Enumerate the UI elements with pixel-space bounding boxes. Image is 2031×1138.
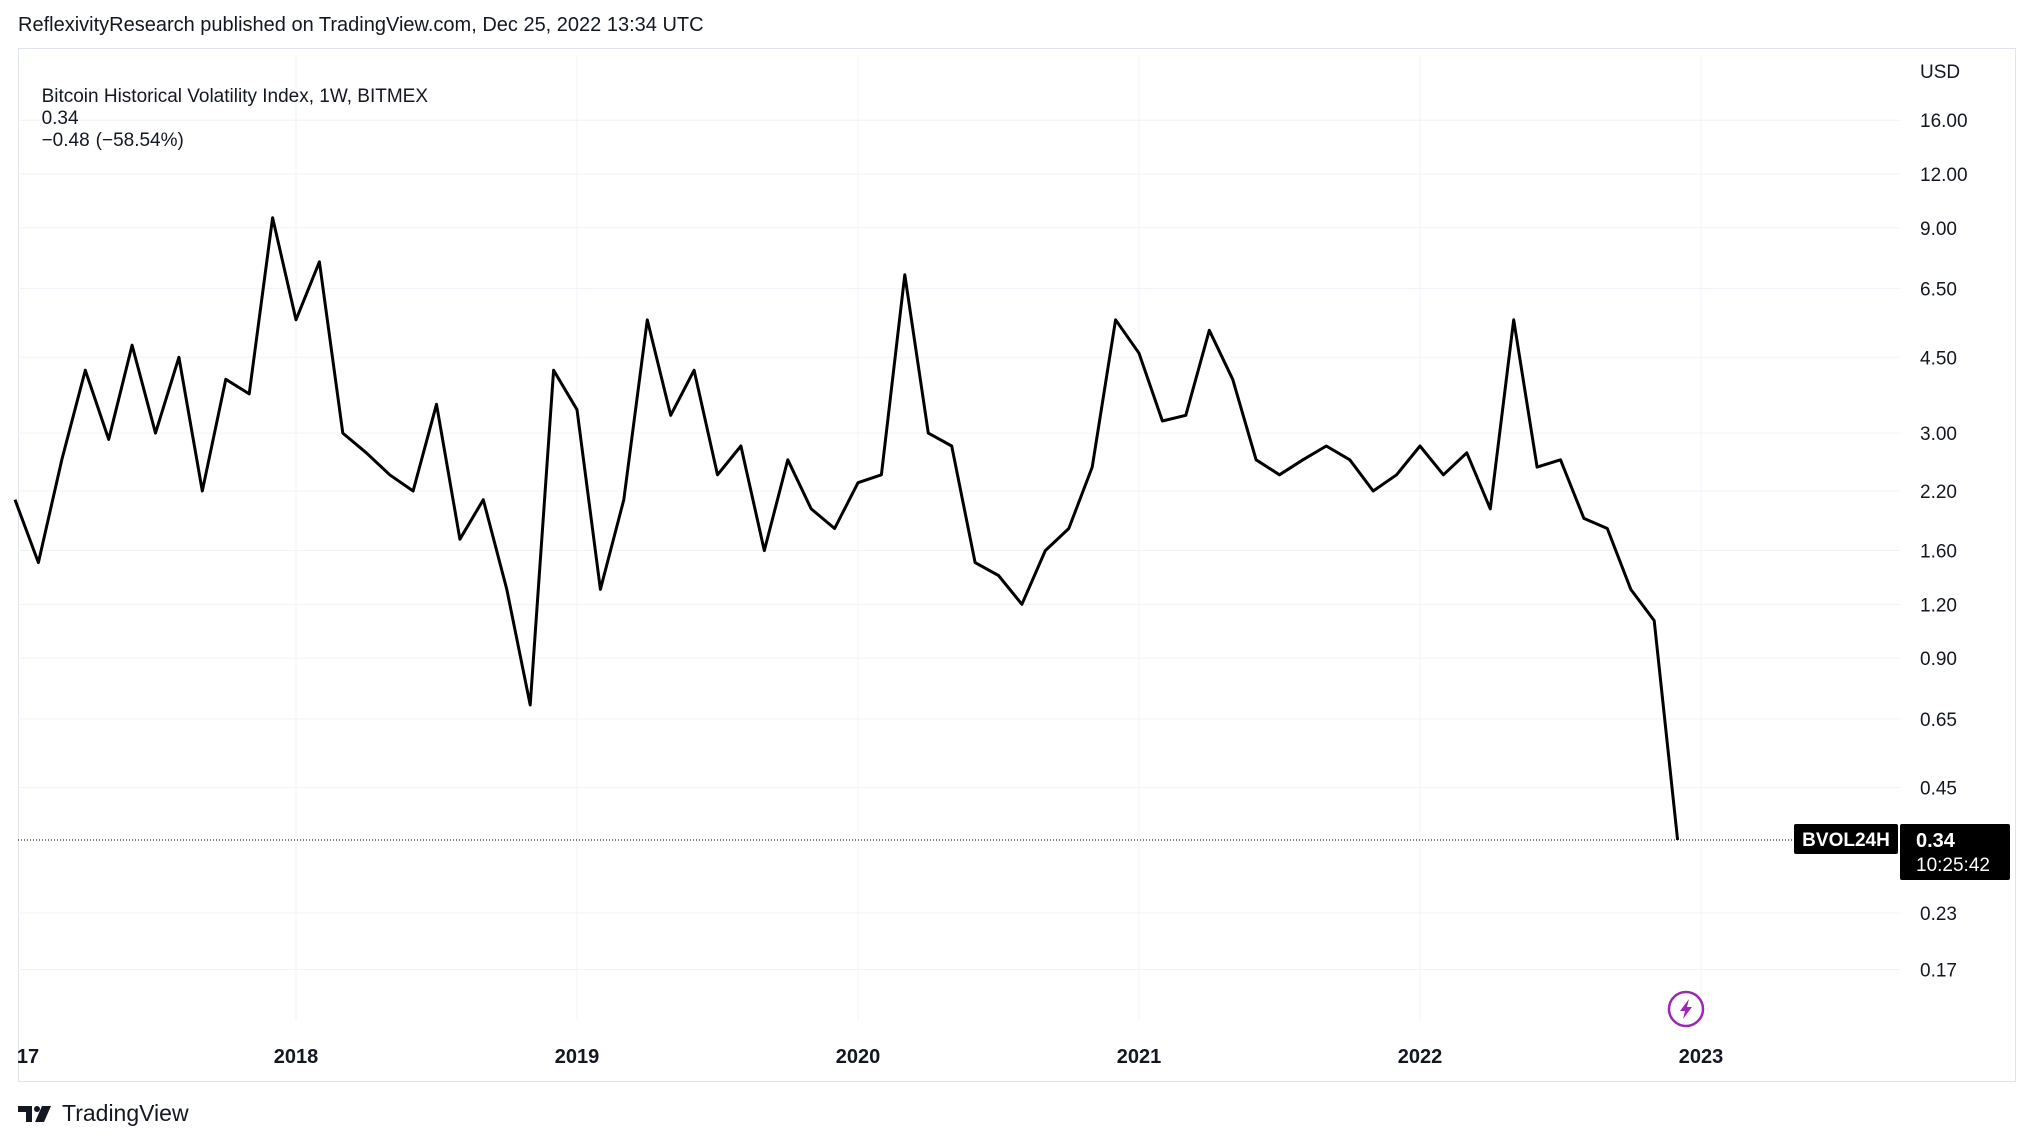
last-price-countdown: 10:25:42 bbox=[1916, 855, 1990, 876]
y-tick-label: 0.23 bbox=[1920, 904, 1957, 925]
publisher-line: ReflexivityResearch published on Trading… bbox=[18, 14, 704, 36]
y-tick-label: 1.20 bbox=[1920, 595, 1957, 616]
y-tick-label: 9.00 bbox=[1920, 219, 1957, 240]
y-tick-label: 12.00 bbox=[1920, 165, 1968, 186]
legend-change: −0.48 bbox=[41, 130, 90, 151]
y-tick-label: 0.65 bbox=[1920, 710, 1957, 731]
x-axis[interactable]: 17 2018 2019 2020 2021 2022 2023 bbox=[17, 1046, 1723, 1068]
series-line-bvol24h bbox=[13, 216, 1680, 841]
y-tick-label: 2.20 bbox=[1920, 482, 1957, 503]
tradingview-logo-icon bbox=[18, 1105, 51, 1122]
line-layer bbox=[13, 216, 1794, 841]
y-axis[interactable]: USD 16.00 12.00 9.00 6.50 4.50 3.00 2.20 1.60 1.… bbox=[1920, 62, 1968, 982]
grid-layer bbox=[18, 56, 1900, 1020]
legend-last-value: 0.34 bbox=[41, 108, 79, 129]
x-tick-label: 2023 bbox=[1679, 1046, 1724, 1068]
footer-brand[interactable]: TradingView bbox=[18, 1100, 189, 1127]
x-tick-label: 2019 bbox=[555, 1046, 600, 1068]
series-tag-bg bbox=[1794, 824, 1898, 854]
footer-brand-label: TradingView bbox=[62, 1100, 189, 1126]
y-tick-label: 16.00 bbox=[1920, 111, 1968, 132]
y-tick-label: 1.60 bbox=[1920, 542, 1957, 563]
last-price-badge-value: 0.34 bbox=[1916, 830, 1956, 852]
lightning-bolt-icon[interactable] bbox=[1667, 990, 1705, 1028]
last-price-badge-bg bbox=[1900, 824, 2010, 880]
x-tick-label: 2020 bbox=[836, 1046, 881, 1068]
y-tick-label: 4.50 bbox=[1920, 348, 1957, 369]
y-axis-currency-label: USD bbox=[1920, 62, 1960, 83]
y-tick-label: 0.45 bbox=[1920, 779, 1957, 800]
y-tick-label: 0.17 bbox=[1920, 961, 1957, 982]
chart-legend[interactable]: Bitcoin Historical Volatility Index, 1W,… bbox=[31, 64, 438, 152]
legend-change-pct: (−58.54%) bbox=[95, 130, 184, 151]
y-tick-label: 6.50 bbox=[1920, 280, 1957, 301]
x-tick-label: 2018 bbox=[274, 1046, 319, 1068]
chart-frame[interactable] bbox=[18, 48, 2016, 1082]
x-tick-label: 17 bbox=[17, 1046, 39, 1068]
x-tick-label: 2021 bbox=[1117, 1046, 1162, 1068]
x-tick-label: 2022 bbox=[1398, 1046, 1443, 1068]
legend-symbol-title: Bitcoin Historical Volatility Index, 1W,… bbox=[41, 86, 429, 107]
y-tick-label: 3.00 bbox=[1920, 424, 1957, 445]
y-tick-label: 0.90 bbox=[1920, 649, 1957, 670]
last-price-layer: BVOL24H 0.34 10:25:42 bbox=[1794, 824, 2010, 880]
series-tag-label: BVOL24H bbox=[1802, 830, 1890, 851]
